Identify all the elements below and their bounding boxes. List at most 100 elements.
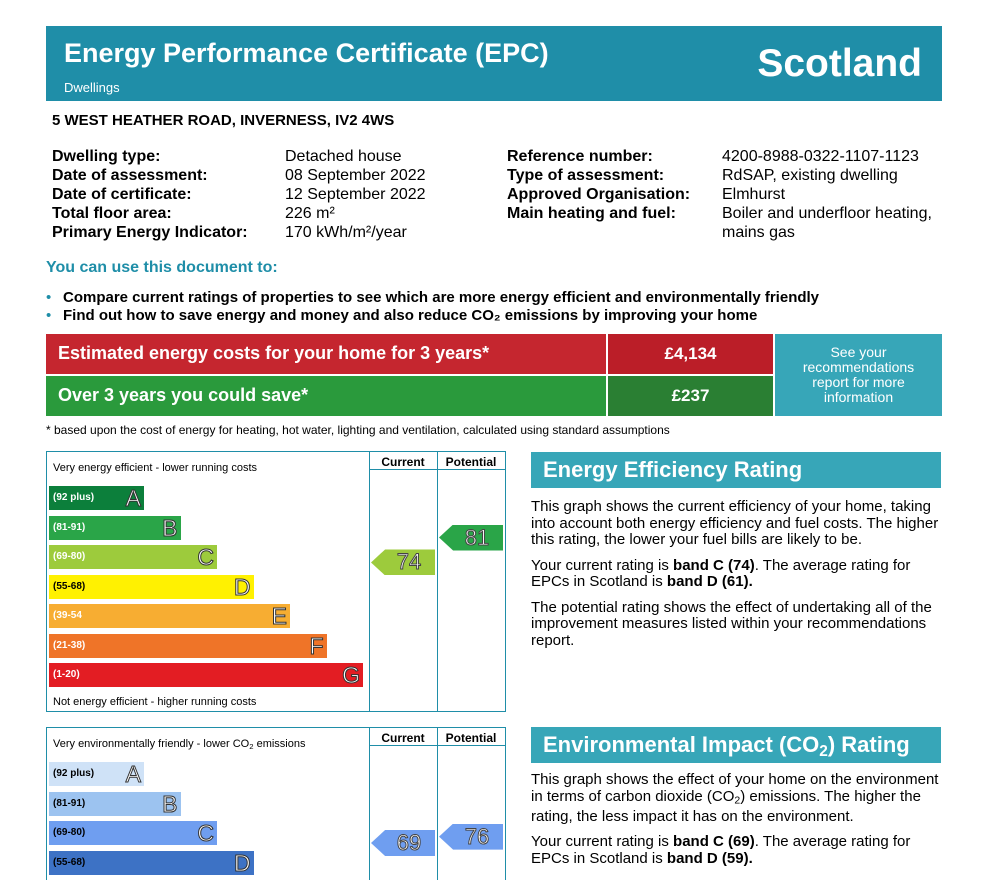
band-range-label: (55-68) (53, 856, 86, 868)
estimated-costs-row: Estimated energy costs for your home for… (46, 334, 773, 374)
header-divider (369, 469, 506, 470)
bullet-icon: • (46, 307, 52, 324)
band-range-label: (1-20) (53, 669, 80, 680)
column-divider (437, 452, 438, 711)
env-band-b: (81-91) B (49, 790, 181, 817)
band-range-label: (69-80) (53, 827, 86, 838)
detail-row: Date of certificate: 12 September 2022 (52, 185, 426, 204)
paragraph: Your current rating is band C (74). The … (531, 556, 939, 591)
bold-text: band D (61). (666, 573, 753, 590)
detail-value: 4200-8988-0322-1107-1123 (722, 148, 919, 165)
paragraph: Your current rating is band C (69). The … (531, 833, 939, 867)
details-left: Dwelling type: Detached house Date of ass… (52, 147, 426, 242)
env-band-d: (55-68) D (49, 849, 254, 876)
environmental-rating-title: Environmental Impact (CO2) Rating (531, 727, 941, 763)
band-letter: C (197, 820, 215, 847)
text: Your current rating is (531, 833, 674, 851)
detail-row: Date of assessment: 08 September 2022 (52, 166, 426, 185)
band-letter: B (162, 790, 178, 817)
chart-top-note: Very energy efficient - lower running co… (53, 462, 258, 474)
use-document-title: You can use this document to: (46, 259, 278, 276)
detail-label: Dwelling type: (52, 148, 161, 165)
estimated-costs-label: Estimated energy costs for your home for… (58, 343, 490, 363)
detail-row: Primary Energy Indicator: 170 kWh/m²/year (52, 223, 426, 242)
env-current-rating: 69 (371, 830, 435, 856)
text: . The average rating for EPCs in Scotlan… (531, 556, 911, 590)
detail-value: RdSAP, existing dwelling (722, 167, 898, 184)
detail-label: Type of assessment: (507, 167, 665, 184)
env-band-c: (69-80) C (49, 820, 217, 847)
detail-value: 08 September 2022 (285, 167, 426, 184)
energy-rating-text: This graph shows the current efficiency … (531, 498, 939, 658)
band-range-label: (21-38) (53, 639, 86, 651)
energy-band-g: (1-20) G (49, 662, 363, 689)
detail-label: Date of certificate: (52, 186, 192, 203)
country-label: Scotland (757, 42, 922, 85)
energy-rating-chart: Very energy efficient - lower running co… (46, 451, 506, 712)
footnote: * based upon the cost of energy for heat… (46, 423, 670, 437)
bullet-icon: • (46, 289, 52, 306)
chart-bottom-note: Not energy efficient - higher running co… (53, 696, 257, 708)
energy-rating-title: Energy Efficiency Rating (531, 452, 941, 488)
bold-text: band C (69) (673, 833, 755, 851)
detail-value: Boiler and underfloor heating, mains gas (722, 205, 932, 241)
band-letter: D (233, 849, 251, 876)
paragraph: The potential rating shows the effect of… (531, 598, 932, 649)
savings-label: Over 3 years you could save* (58, 385, 309, 405)
column-divider (437, 728, 438, 880)
detail-row: Total floor area: 226 m² (52, 204, 426, 223)
paragraph: This graph shows the current efficiency … (531, 498, 939, 548)
column-divider (369, 452, 370, 711)
band-range-label: (92 plus) (53, 768, 95, 779)
text: . The average rating for EPCs in Scotlan… (531, 833, 911, 867)
detail-value: 12 September 2022 (285, 186, 426, 203)
bullet-text: Compare current ratings of properties to… (63, 289, 820, 306)
detail-label: Primary Energy Indicator: (52, 224, 248, 241)
see-recommendations-box: See your recommendations report for more… (775, 334, 942, 416)
env-potential-rating: 76 (439, 823, 503, 850)
environmental-rating-text: This graph shows the effect of your home… (531, 771, 939, 876)
potential-column-header: Potential (445, 455, 497, 469)
bullet-list: • Compare current ratings of properties t… (46, 289, 819, 325)
energy-band-a: (92 plus) A (49, 485, 144, 512)
detail-row: Reference number: 4200-8988-0322-1107-112… (507, 147, 962, 166)
energy-band-d: (55-68) D (49, 573, 254, 600)
details-right: Reference number: 4200-8988-0322-1107-112… (507, 147, 962, 242)
band-letter: F (309, 632, 324, 659)
band-range-label: (39-54 (53, 610, 82, 621)
band-range-label: (92 plus) (53, 492, 95, 503)
band-letter: A (125, 485, 141, 512)
property-address: 5 WEST HEATHER ROAD, INVERNESS, IV2 4WS (52, 112, 395, 129)
page-subtitle: Dwellings (64, 80, 120, 95)
epc-header: Energy Performance Certificate (EPC) Dwe… (46, 26, 942, 101)
band-letter: A (125, 761, 141, 788)
band-letter: B (162, 514, 178, 541)
band-range-label: (81-91) (53, 797, 86, 809)
bold-text: band C (74) (673, 556, 755, 574)
bold-text: band D (59). (666, 849, 753, 867)
detail-row: Main heating and fuel: Boiler and underfl… (507, 204, 962, 242)
band-letter: C (197, 544, 215, 571)
energy-band-c: (69-80) C (49, 544, 217, 571)
savings-value: £237 (606, 376, 773, 416)
detail-value: Detached house (285, 148, 402, 165)
energy-band-b: (81-91) B (49, 514, 181, 541)
detail-label: Approved Organisation: (507, 186, 691, 203)
environmental-rating-chart: Very environmentally friendly - lower CO… (46, 727, 506, 880)
detail-row: Type of assessment: RdSAP, existing dwell… (507, 166, 962, 185)
detail-label: Main heating and fuel: (507, 205, 676, 222)
current-column-header: Current (381, 455, 425, 469)
header-divider (369, 745, 506, 746)
energy-potential-rating: 81 (439, 524, 503, 551)
page-title: Energy Performance Certificate (EPC) (64, 38, 549, 68)
detail-value: Elmhurst (722, 186, 786, 203)
detail-value: 170 kWh/m²/year (285, 224, 407, 241)
estimated-costs-value: £4,134 (606, 334, 773, 374)
energy-band-f: (21-38) F (49, 632, 327, 659)
bullet-text: Find out how to save energy and money an… (63, 307, 758, 324)
paragraph: This graph shows the effect of your home… (531, 771, 939, 825)
env-band-a: (92 plus) A (49, 761, 144, 788)
energy-current-rating: 74 (371, 549, 435, 576)
band-range-label: (69-80) (53, 551, 86, 562)
chart-top-note: Very environmentally friendly - lower CO… (53, 738, 306, 751)
